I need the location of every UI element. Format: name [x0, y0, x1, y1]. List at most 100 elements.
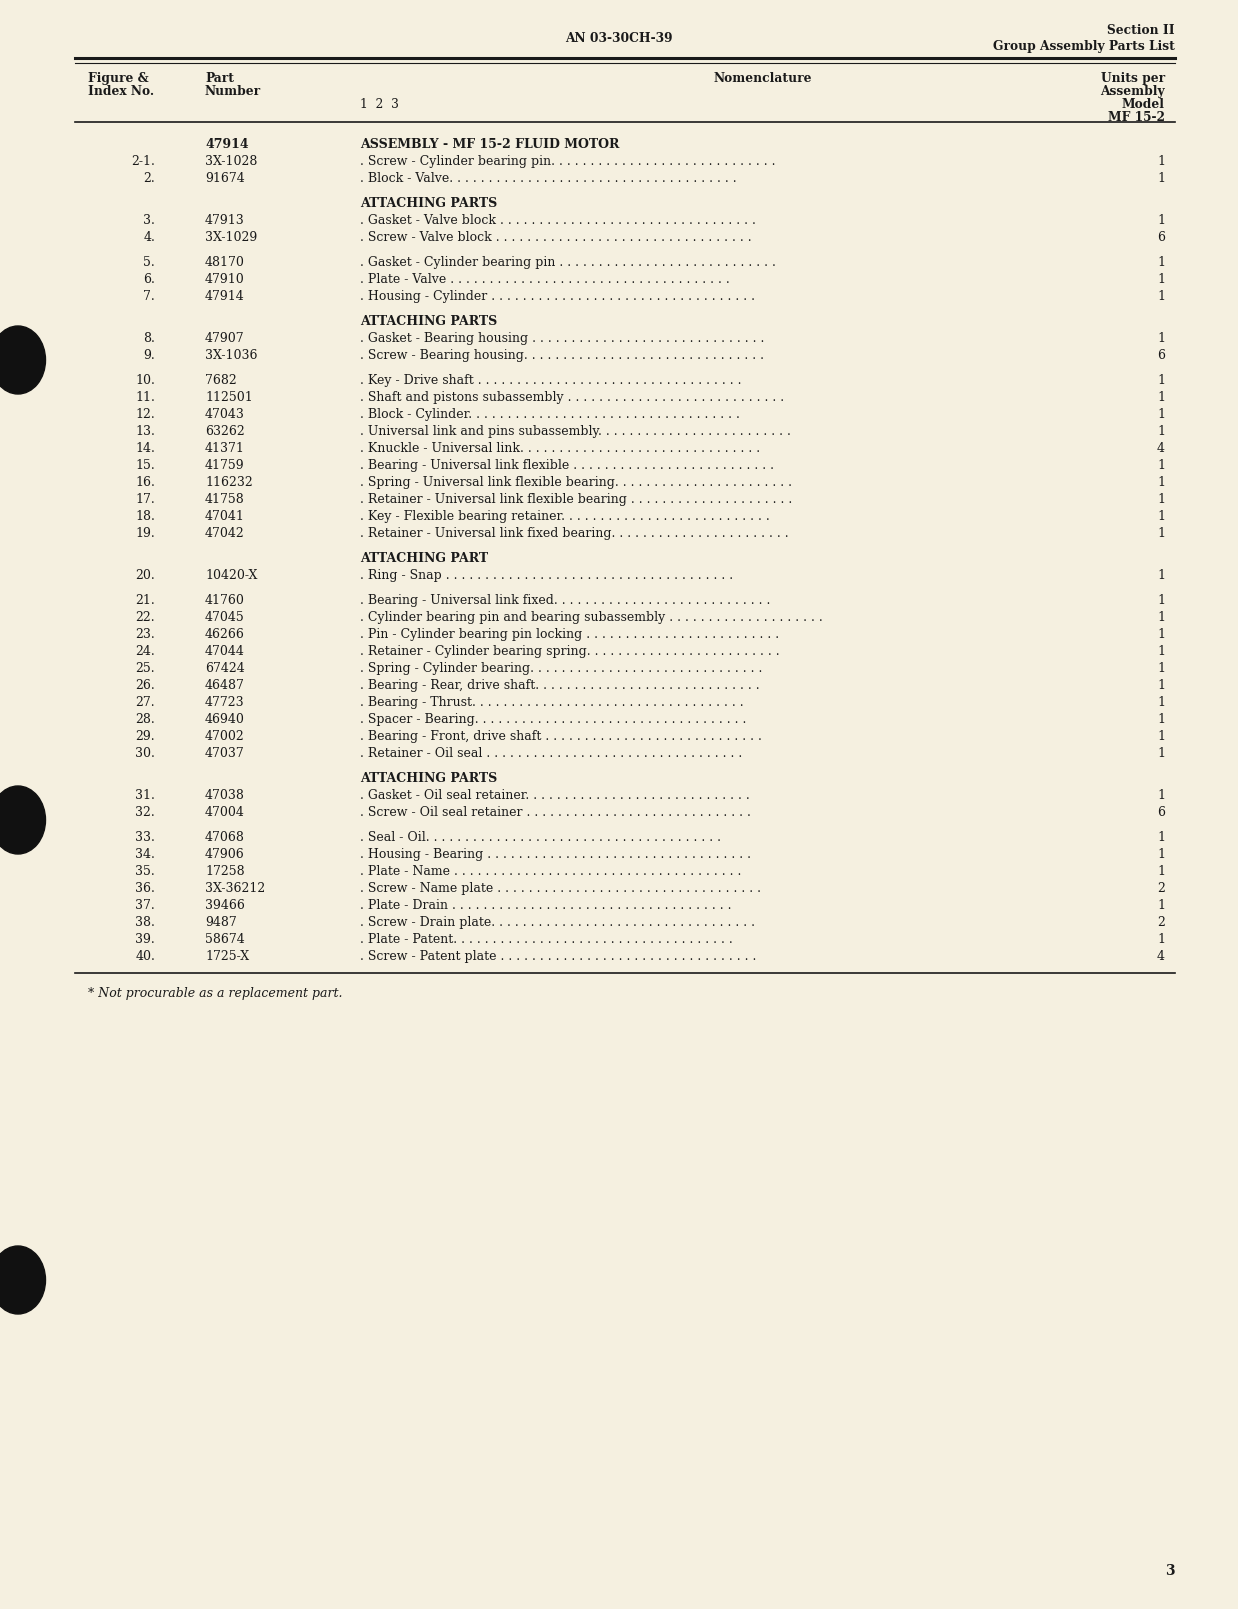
Text: 1: 1 — [1158, 373, 1165, 388]
Text: 1725-X: 1725-X — [206, 949, 249, 964]
Text: 3X-1029: 3X-1029 — [206, 232, 258, 245]
Text: Group Assembly Parts List: Group Assembly Parts List — [993, 40, 1175, 53]
Text: 6: 6 — [1158, 806, 1165, 819]
Text: 34.: 34. — [135, 848, 155, 861]
Text: 1: 1 — [1158, 611, 1165, 624]
Text: 10.: 10. — [135, 373, 155, 388]
Text: ATTACHING PART: ATTACHING PART — [360, 552, 488, 565]
Text: 7.: 7. — [144, 290, 155, 302]
Text: . Ring - Snap . . . . . . . . . . . . . . . . . . . . . . . . . . . . . . . . . : . Ring - Snap . . . . . . . . . . . . . … — [360, 570, 733, 582]
Text: 1: 1 — [1158, 290, 1165, 302]
Text: 13.: 13. — [135, 425, 155, 438]
Text: 30.: 30. — [135, 747, 155, 759]
Text: 47913: 47913 — [206, 214, 245, 227]
Text: 29.: 29. — [135, 730, 155, 743]
Text: . Screw - Valve block . . . . . . . . . . . . . . . . . . . . . . . . . . . . . : . Screw - Valve block . . . . . . . . . … — [360, 232, 751, 245]
Text: . Retainer - Oil seal . . . . . . . . . . . . . . . . . . . . . . . . . . . . . : . Retainer - Oil seal . . . . . . . . . … — [360, 747, 743, 759]
Text: . Plate - Patent. . . . . . . . . . . . . . . . . . . . . . . . . . . . . . . . : . Plate - Patent. . . . . . . . . . . . … — [360, 933, 733, 946]
Text: 1: 1 — [1158, 172, 1165, 185]
Text: 2: 2 — [1158, 882, 1165, 895]
Text: 17258: 17258 — [206, 866, 245, 879]
Text: . Key - Drive shaft . . . . . . . . . . . . . . . . . . . . . . . . . . . . . . : . Key - Drive shaft . . . . . . . . . . … — [360, 373, 742, 388]
Text: AN 03-30CH-39: AN 03-30CH-39 — [566, 32, 672, 45]
Text: 32.: 32. — [135, 806, 155, 819]
Text: 9.: 9. — [144, 349, 155, 362]
Text: . Spacer - Bearing. . . . . . . . . . . . . . . . . . . . . . . . . . . . . . . : . Spacer - Bearing. . . . . . . . . . . … — [360, 713, 747, 726]
Text: . Plate - Name . . . . . . . . . . . . . . . . . . . . . . . . . . . . . . . . .: . Plate - Name . . . . . . . . . . . . .… — [360, 866, 742, 879]
Text: 11.: 11. — [135, 391, 155, 404]
Text: 47037: 47037 — [206, 747, 245, 759]
Text: ASSEMBLY - MF 15-2 FLUID MOTOR: ASSEMBLY - MF 15-2 FLUID MOTOR — [360, 138, 619, 151]
Text: Assembly: Assembly — [1101, 85, 1165, 98]
Text: 1: 1 — [1158, 214, 1165, 227]
Text: 1: 1 — [1158, 730, 1165, 743]
Text: Nomenclature: Nomenclature — [713, 72, 812, 85]
Text: 10420-X: 10420-X — [206, 570, 258, 582]
Text: . Block - Valve. . . . . . . . . . . . . . . . . . . . . . . . . . . . . . . . .: . Block - Valve. . . . . . . . . . . . .… — [360, 172, 737, 185]
Text: 41760: 41760 — [206, 594, 245, 607]
Text: 47041: 47041 — [206, 510, 245, 523]
Text: 1: 1 — [1158, 899, 1165, 912]
Text: 27.: 27. — [135, 697, 155, 710]
Text: 112501: 112501 — [206, 391, 253, 404]
Text: 2.: 2. — [144, 172, 155, 185]
Text: . Screw - Bearing housing. . . . . . . . . . . . . . . . . . . . . . . . . . . .: . Screw - Bearing housing. . . . . . . .… — [360, 349, 764, 362]
Text: 1: 1 — [1158, 510, 1165, 523]
Text: 18.: 18. — [135, 510, 155, 523]
Text: 36.: 36. — [135, 882, 155, 895]
Text: 47038: 47038 — [206, 788, 245, 801]
Text: 1: 1 — [1158, 848, 1165, 861]
Text: . Retainer - Cylinder bearing spring. . . . . . . . . . . . . . . . . . . . . . : . Retainer - Cylinder bearing spring. . … — [360, 645, 780, 658]
Text: . Plate - Valve . . . . . . . . . . . . . . . . . . . . . . . . . . . . . . . . : . Plate - Valve . . . . . . . . . . . . … — [360, 274, 729, 286]
Text: Model: Model — [1122, 98, 1165, 111]
Text: 4: 4 — [1158, 949, 1165, 964]
Text: 47068: 47068 — [206, 830, 245, 845]
Text: 8.: 8. — [144, 331, 155, 344]
Text: Number: Number — [206, 85, 261, 98]
Ellipse shape — [0, 327, 46, 394]
Text: 40.: 40. — [135, 949, 155, 964]
Text: . Housing - Bearing . . . . . . . . . . . . . . . . . . . . . . . . . . . . . . : . Housing - Bearing . . . . . . . . . . … — [360, 848, 751, 861]
Text: 1: 1 — [1158, 713, 1165, 726]
Text: 6: 6 — [1158, 349, 1165, 362]
Text: . Block - Cylinder. . . . . . . . . . . . . . . . . . . . . . . . . . . . . . . : . Block - Cylinder. . . . . . . . . . . … — [360, 409, 740, 422]
Text: 1: 1 — [1158, 528, 1165, 541]
Text: 1: 1 — [1158, 594, 1165, 607]
Text: 23.: 23. — [135, 628, 155, 640]
Text: 46266: 46266 — [206, 628, 245, 640]
Text: Units per: Units per — [1101, 72, 1165, 85]
Text: . Bearing - Universal link flexible . . . . . . . . . . . . . . . . . . . . . . : . Bearing - Universal link flexible . . … — [360, 459, 774, 471]
Text: 47044: 47044 — [206, 645, 245, 658]
Text: 7682: 7682 — [206, 373, 236, 388]
Text: 22.: 22. — [135, 611, 155, 624]
Text: ATTACHING PARTS: ATTACHING PARTS — [360, 772, 498, 785]
Text: 1: 1 — [1158, 154, 1165, 167]
Text: 3X-1036: 3X-1036 — [206, 349, 258, 362]
Text: 14.: 14. — [135, 442, 155, 455]
Text: . Universal link and pins subassembly. . . . . . . . . . . . . . . . . . . . . .: . Universal link and pins subassembly. .… — [360, 425, 791, 438]
Text: 47004: 47004 — [206, 806, 245, 819]
Text: 1: 1 — [1158, 645, 1165, 658]
Text: 1: 1 — [1158, 830, 1165, 845]
Text: 1: 1 — [1158, 492, 1165, 505]
Text: MF 15-2: MF 15-2 — [1108, 111, 1165, 124]
Text: 19.: 19. — [135, 528, 155, 541]
Text: . Cylinder bearing pin and bearing subassembly . . . . . . . . . . . . . . . . .: . Cylinder bearing pin and bearing subas… — [360, 611, 823, 624]
Text: Index No.: Index No. — [88, 85, 154, 98]
Text: 1: 1 — [1158, 788, 1165, 801]
Text: 12.: 12. — [135, 409, 155, 422]
Text: 24.: 24. — [135, 645, 155, 658]
Text: 41759: 41759 — [206, 459, 245, 471]
Text: 20.: 20. — [135, 570, 155, 582]
Text: 3.: 3. — [144, 214, 155, 227]
Text: 6.: 6. — [144, 274, 155, 286]
Text: 41371: 41371 — [206, 442, 245, 455]
Text: ATTACHING PARTS: ATTACHING PARTS — [360, 196, 498, 211]
Text: . Screw - Cylinder bearing pin. . . . . . . . . . . . . . . . . . . . . . . . . : . Screw - Cylinder bearing pin. . . . . … — [360, 154, 775, 167]
Text: . Spring - Cylinder bearing. . . . . . . . . . . . . . . . . . . . . . . . . . .: . Spring - Cylinder bearing. . . . . . .… — [360, 661, 763, 676]
Text: 47723: 47723 — [206, 697, 245, 710]
Ellipse shape — [0, 1245, 46, 1315]
Text: 2-1.: 2-1. — [131, 154, 155, 167]
Text: . Knuckle - Universal link. . . . . . . . . . . . . . . . . . . . . . . . . . . : . Knuckle - Universal link. . . . . . . … — [360, 442, 760, 455]
Text: . Retainer - Universal link flexible bearing . . . . . . . . . . . . . . . . . .: . Retainer - Universal link flexible bea… — [360, 492, 792, 505]
